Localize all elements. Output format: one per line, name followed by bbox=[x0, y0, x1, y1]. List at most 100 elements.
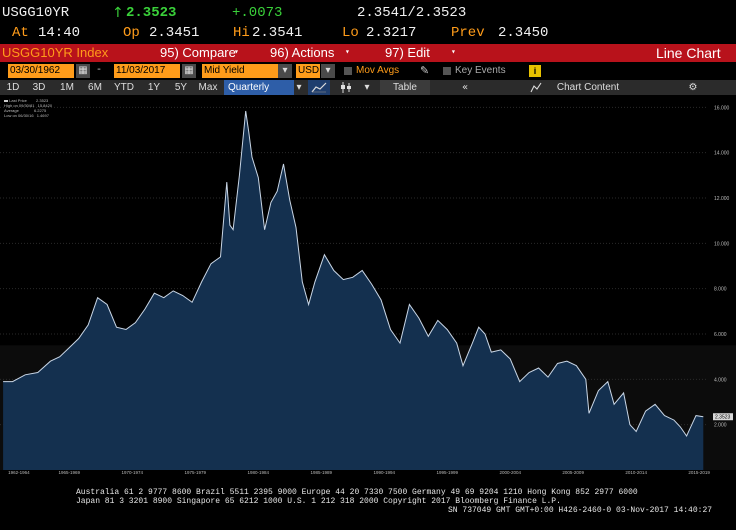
period-selector[interactable]: Quarterly bbox=[224, 80, 294, 95]
index-label: USGG10YR Index bbox=[2, 45, 109, 60]
bid-ask: 2.3541/2.3523 bbox=[357, 5, 467, 21]
info-icon[interactable]: i bbox=[529, 65, 541, 77]
compare-button[interactable]: 95) Compare bbox=[160, 45, 236, 60]
currency-selector[interactable]: USD bbox=[296, 64, 320, 78]
range-max-button[interactable]: Max bbox=[198, 82, 218, 93]
legend-low: Low on 06/30/16 bbox=[4, 113, 34, 118]
start-calendar-icon[interactable]: ▦ bbox=[76, 64, 90, 78]
at-label: At bbox=[12, 25, 29, 41]
edit-button[interactable]: 97) Edit bbox=[385, 45, 430, 60]
yield-chart[interactable]: 2.000 4.000 6.000 8.000 10.000 12.000 14.000 16… bbox=[0, 96, 736, 476]
footer-contacts-2: Japan 81 3 3201 8900 Singapore 65 6212 1… bbox=[0, 497, 736, 506]
legend-average-value: 6.2275 bbox=[33, 108, 47, 113]
key-events-checkbox[interactable] bbox=[443, 67, 451, 75]
chart-type-label[interactable]: Line Chart bbox=[656, 45, 721, 61]
last-price: 2.3523 bbox=[126, 5, 177, 21]
net-change: +.0073 bbox=[232, 5, 283, 21]
range-5y-button[interactable]: 5Y bbox=[174, 82, 188, 93]
mov-avgs-label[interactable]: Mov Avgs bbox=[356, 65, 400, 76]
x-tick-label: 1995-1999 bbox=[436, 470, 458, 475]
line-chart-icon[interactable] bbox=[308, 80, 330, 95]
up-arrow-icon: ↑ bbox=[112, 5, 124, 21]
pencil-icon[interactable]: ✎ bbox=[420, 64, 430, 77]
x-tick-label: 2010-2014 bbox=[625, 470, 647, 475]
low-value: 2.3217 bbox=[366, 25, 417, 41]
legend-last-price: Last Price bbox=[9, 98, 27, 103]
gear-icon[interactable]: ⚙ bbox=[688, 82, 698, 93]
actions-dropdown-icon[interactable]: ▾ bbox=[345, 48, 350, 57]
series-area bbox=[3, 111, 704, 470]
legend-high: High on 09/30/81 bbox=[4, 103, 35, 108]
mov-avgs-checkbox[interactable] bbox=[344, 67, 352, 75]
range-3d-button[interactable]: 3D bbox=[32, 82, 46, 93]
y-tick-label: 6.000 bbox=[714, 332, 727, 338]
x-tick-label: 1975-1979 bbox=[185, 470, 207, 475]
start-date-field[interactable]: 03/30/1962 bbox=[8, 64, 74, 78]
chart-content-button[interactable]: Chart Content bbox=[556, 82, 620, 93]
footer-line-3: SN 737049 GMT GMT+0:00 H426-2460-0 03-No… bbox=[448, 506, 713, 515]
y-tick-label: 10.000 bbox=[714, 241, 730, 247]
x-tick-label: 1965-1969 bbox=[59, 470, 81, 475]
y-tick-label: 12.000 bbox=[714, 196, 730, 202]
field-selector[interactable]: Mid Yield bbox=[202, 64, 278, 78]
ticker-symbol: USGG10YR bbox=[2, 5, 70, 21]
last-value-label: 2.3523 bbox=[715, 415, 731, 421]
chart-content-icon[interactable] bbox=[528, 80, 544, 95]
series-line bbox=[3, 110, 704, 438]
y-tick-label: 2.000 bbox=[714, 423, 727, 429]
open-value: 2.3451 bbox=[149, 25, 200, 41]
currency-dropdown-icon[interactable]: ▾ bbox=[321, 64, 335, 78]
last-value-marker: 2.3523 bbox=[713, 413, 733, 421]
x-tick-label: 2005-2009 bbox=[562, 470, 584, 475]
legend-low-value: 1.4697 bbox=[36, 113, 49, 118]
prev-label: Prev bbox=[451, 25, 485, 41]
high-label: Hi bbox=[233, 25, 250, 41]
y-tick-label: 14.000 bbox=[714, 151, 730, 157]
y-axis: 2.000 4.000 6.000 8.000 10.000 12.000 14.000 16… bbox=[714, 105, 730, 428]
x-tick-label: 2015-2019 bbox=[688, 470, 710, 475]
range-ytd-button[interactable]: YTD bbox=[114, 82, 134, 93]
end-date-field[interactable]: 11/03/2017 bbox=[114, 64, 180, 78]
range-1y-button[interactable]: 1Y bbox=[147, 82, 161, 93]
range-1d-button[interactable]: 1D bbox=[6, 82, 20, 93]
date-separator: - bbox=[96, 65, 103, 76]
end-calendar-icon[interactable]: ▦ bbox=[182, 64, 196, 78]
footer-line-2: Japan 81 3 3201 8900 Singapore 65 6212 1… bbox=[76, 497, 561, 506]
collapse-icon[interactable]: « bbox=[461, 82, 469, 93]
y-tick-label: 8.000 bbox=[714, 287, 727, 293]
range-1m-button[interactable]: 1M bbox=[60, 82, 74, 93]
open-label: Op bbox=[123, 25, 140, 41]
candle-chart-icon[interactable] bbox=[336, 80, 356, 95]
edit-dropdown-icon[interactable]: ▾ bbox=[451, 48, 456, 57]
range-6m-button[interactable]: 6M bbox=[88, 82, 102, 93]
compare-dropdown-icon[interactable]: ▾ bbox=[234, 48, 239, 57]
field-dropdown-icon[interactable]: ▾ bbox=[278, 64, 292, 78]
chart-style-dropdown-icon[interactable]: ▾ bbox=[364, 82, 370, 93]
legend-average: Average bbox=[4, 108, 19, 113]
period-dropdown-icon[interactable]: ▾ bbox=[296, 82, 302, 93]
key-events-label[interactable]: Key Events bbox=[455, 65, 506, 76]
prev-value: 2.3450 bbox=[498, 25, 549, 41]
high-value: 2.3541 bbox=[252, 25, 303, 41]
chart-legend: Last Price 2.3523 High on 09/30/81 15.84… bbox=[4, 98, 52, 118]
x-tick-label: 1962-1964 bbox=[8, 470, 30, 475]
table-button[interactable]: Table bbox=[380, 80, 430, 95]
x-tick-label: 1990-1994 bbox=[373, 470, 395, 475]
actions-button[interactable]: 96) Actions bbox=[270, 45, 335, 60]
settings-bar: 03/30/1962 ▦ - 11/03/2017 ▦ Mid Yield ▾ … bbox=[0, 62, 736, 80]
x-axis: 1962-1964 1965-1969 1970-1974 1975-1979 1980… bbox=[8, 470, 710, 475]
footer-timestamp: SN 737049 GMT GMT+0:00 H426-2460-0 03-No… bbox=[0, 506, 736, 515]
range-bar: 1D 3D 1M 6M YTD 1Y 5Y Max Quarterly ▾ ▾ … bbox=[0, 80, 736, 95]
footer-line-1: Australia 61 2 9777 8600 Brazil 5511 239… bbox=[76, 488, 638, 497]
function-toolbar: USGG10YR Index 95) Compare ▾ 96) Actions… bbox=[0, 44, 736, 62]
footer-contacts-1: Australia 61 2 9777 8600 Brazil 5511 239… bbox=[0, 488, 736, 497]
x-tick-label: 2000-2004 bbox=[499, 470, 521, 475]
legend-last-price-value: 2.3523 bbox=[36, 98, 49, 103]
y-tick-label: 4.000 bbox=[714, 377, 727, 383]
x-tick-label: 1980-1984 bbox=[247, 470, 269, 475]
x-tick-label: 1985-1989 bbox=[310, 470, 332, 475]
legend-high-value: 15.8420 bbox=[37, 103, 53, 108]
low-label: Lo bbox=[342, 25, 359, 41]
y-tick-label: 16.000 bbox=[714, 105, 730, 111]
last-value-box bbox=[713, 413, 733, 421]
